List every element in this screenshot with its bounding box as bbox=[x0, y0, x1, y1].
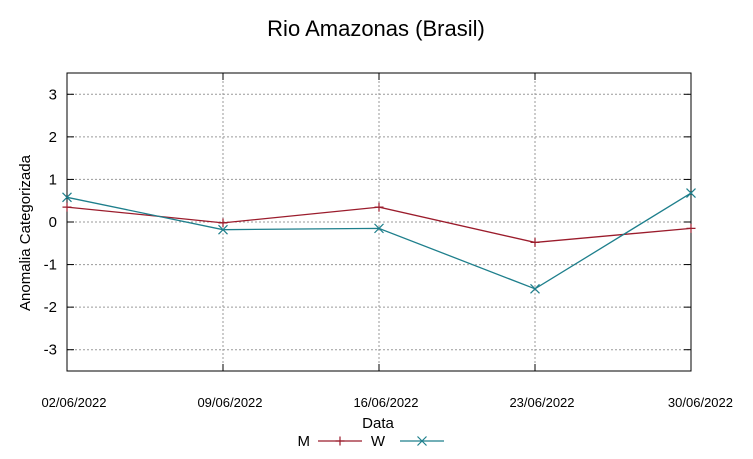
series-point-w bbox=[374, 223, 384, 234]
series-point-m bbox=[62, 202, 72, 212]
legend-marker-w bbox=[417, 436, 427, 446]
series-point-w bbox=[62, 192, 72, 203]
y-tick-label: 1 bbox=[49, 171, 57, 188]
series-point-w bbox=[686, 188, 696, 198]
series-point-w bbox=[218, 224, 228, 235]
series-point-m bbox=[686, 223, 696, 233]
chart-title: Rio Amazonas (Brasil) bbox=[267, 16, 485, 41]
y-tick-label: 0 bbox=[49, 214, 57, 231]
series-layer bbox=[62, 188, 696, 294]
series-point-w bbox=[530, 283, 540, 294]
legend-label-w: W bbox=[371, 433, 386, 450]
y-tick-label: -3 bbox=[44, 342, 57, 359]
x-tick-label: 02/06/2022 bbox=[41, 395, 106, 410]
y-axis: 3 2 1 0 -1 -2 -3 bbox=[44, 86, 691, 359]
y-tick-label: -2 bbox=[44, 299, 57, 316]
x-axis: 02/06/2022 09/06/2022 16/06/2022 23/06/2022… bbox=[41, 73, 733, 410]
legend-marker-m bbox=[335, 436, 345, 446]
y-tick-label: 3 bbox=[49, 86, 57, 103]
x-tick-label: 16/06/2022 bbox=[353, 395, 418, 410]
series-point-m bbox=[374, 202, 384, 212]
x-tick-label: 23/06/2022 bbox=[509, 395, 574, 410]
grid bbox=[66, 73, 692, 371]
x-axis-label: Data bbox=[362, 415, 394, 432]
y-tick-label: -1 bbox=[44, 257, 57, 274]
x-tick-label: 30/06/2022 bbox=[668, 395, 733, 410]
series-point-m bbox=[218, 218, 228, 228]
legend-label-m: M bbox=[298, 433, 311, 450]
series-point-m bbox=[530, 237, 540, 247]
x-tick-label: 09/06/2022 bbox=[197, 395, 262, 410]
y-tick-label: 2 bbox=[49, 129, 57, 146]
y-axis-label: Anomalia Categorizada bbox=[17, 154, 34, 311]
